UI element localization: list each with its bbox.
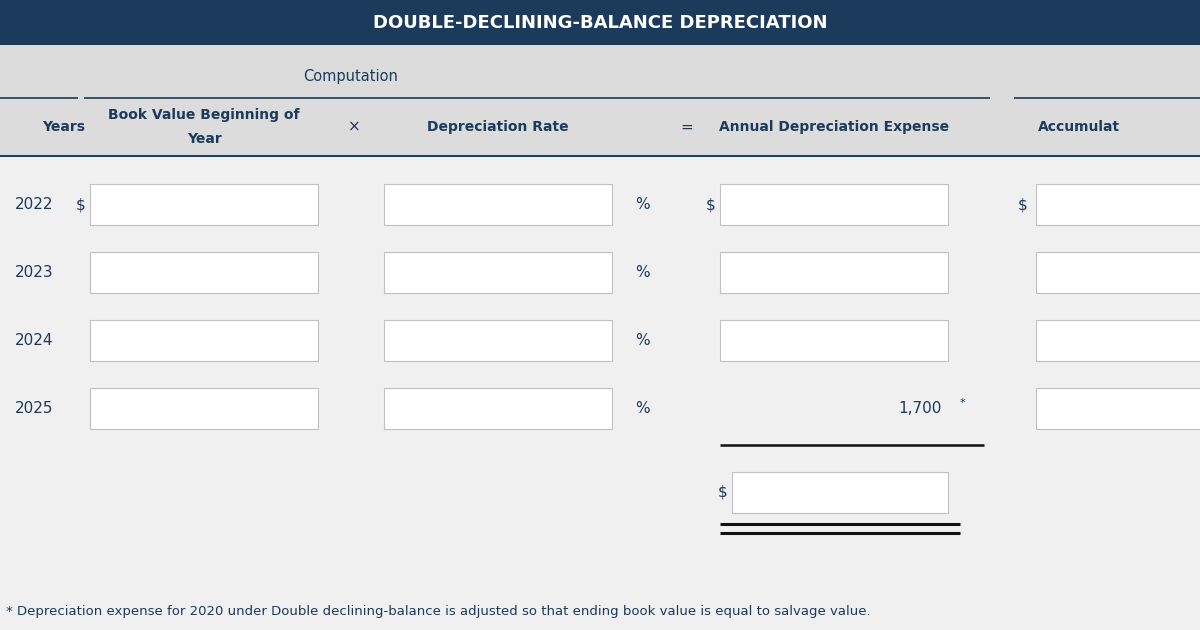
- Text: Accumulat: Accumulat: [1038, 120, 1120, 134]
- Text: ×: ×: [348, 120, 360, 134]
- FancyBboxPatch shape: [90, 320, 318, 362]
- Text: 2023: 2023: [14, 265, 53, 280]
- FancyBboxPatch shape: [1036, 388, 1200, 430]
- FancyBboxPatch shape: [90, 253, 318, 294]
- Text: $: $: [76, 197, 85, 212]
- FancyBboxPatch shape: [1036, 184, 1200, 225]
- FancyBboxPatch shape: [720, 320, 948, 362]
- FancyBboxPatch shape: [1036, 253, 1200, 294]
- FancyBboxPatch shape: [720, 184, 948, 225]
- Text: Year: Year: [187, 132, 221, 146]
- Text: %: %: [635, 401, 649, 416]
- FancyBboxPatch shape: [0, 45, 1200, 156]
- Text: 2024: 2024: [14, 333, 53, 348]
- FancyBboxPatch shape: [90, 184, 318, 225]
- FancyBboxPatch shape: [1036, 320, 1200, 362]
- Text: 2025: 2025: [14, 401, 53, 416]
- Text: %: %: [635, 333, 649, 348]
- Text: $: $: [1018, 197, 1027, 212]
- FancyBboxPatch shape: [384, 320, 612, 362]
- Text: %: %: [635, 265, 649, 280]
- FancyBboxPatch shape: [384, 253, 612, 294]
- FancyBboxPatch shape: [384, 184, 612, 225]
- Text: *: *: [960, 398, 966, 408]
- Text: $: $: [706, 197, 715, 212]
- Text: Computation: Computation: [304, 69, 398, 84]
- Text: 1,700: 1,700: [899, 401, 942, 416]
- Text: DOUBLE-DECLINING-BALANCE DEPRECIATION: DOUBLE-DECLINING-BALANCE DEPRECIATION: [373, 14, 827, 32]
- Text: Depreciation Rate: Depreciation Rate: [427, 120, 569, 134]
- FancyBboxPatch shape: [90, 388, 318, 430]
- FancyBboxPatch shape: [732, 472, 948, 513]
- FancyBboxPatch shape: [0, 0, 1200, 45]
- Text: $: $: [718, 485, 727, 500]
- Text: =: =: [680, 120, 692, 134]
- Text: * Depreciation expense for 2020 under Double declining-balance is adjusted so th: * Depreciation expense for 2020 under Do…: [6, 605, 871, 617]
- FancyBboxPatch shape: [384, 388, 612, 430]
- Text: 2022: 2022: [14, 197, 53, 212]
- FancyBboxPatch shape: [720, 253, 948, 294]
- Text: Years: Years: [42, 120, 85, 134]
- Text: Book Value Beginning of: Book Value Beginning of: [108, 108, 300, 122]
- Text: Annual Depreciation Expense: Annual Depreciation Expense: [719, 120, 949, 134]
- Text: %: %: [635, 197, 649, 212]
